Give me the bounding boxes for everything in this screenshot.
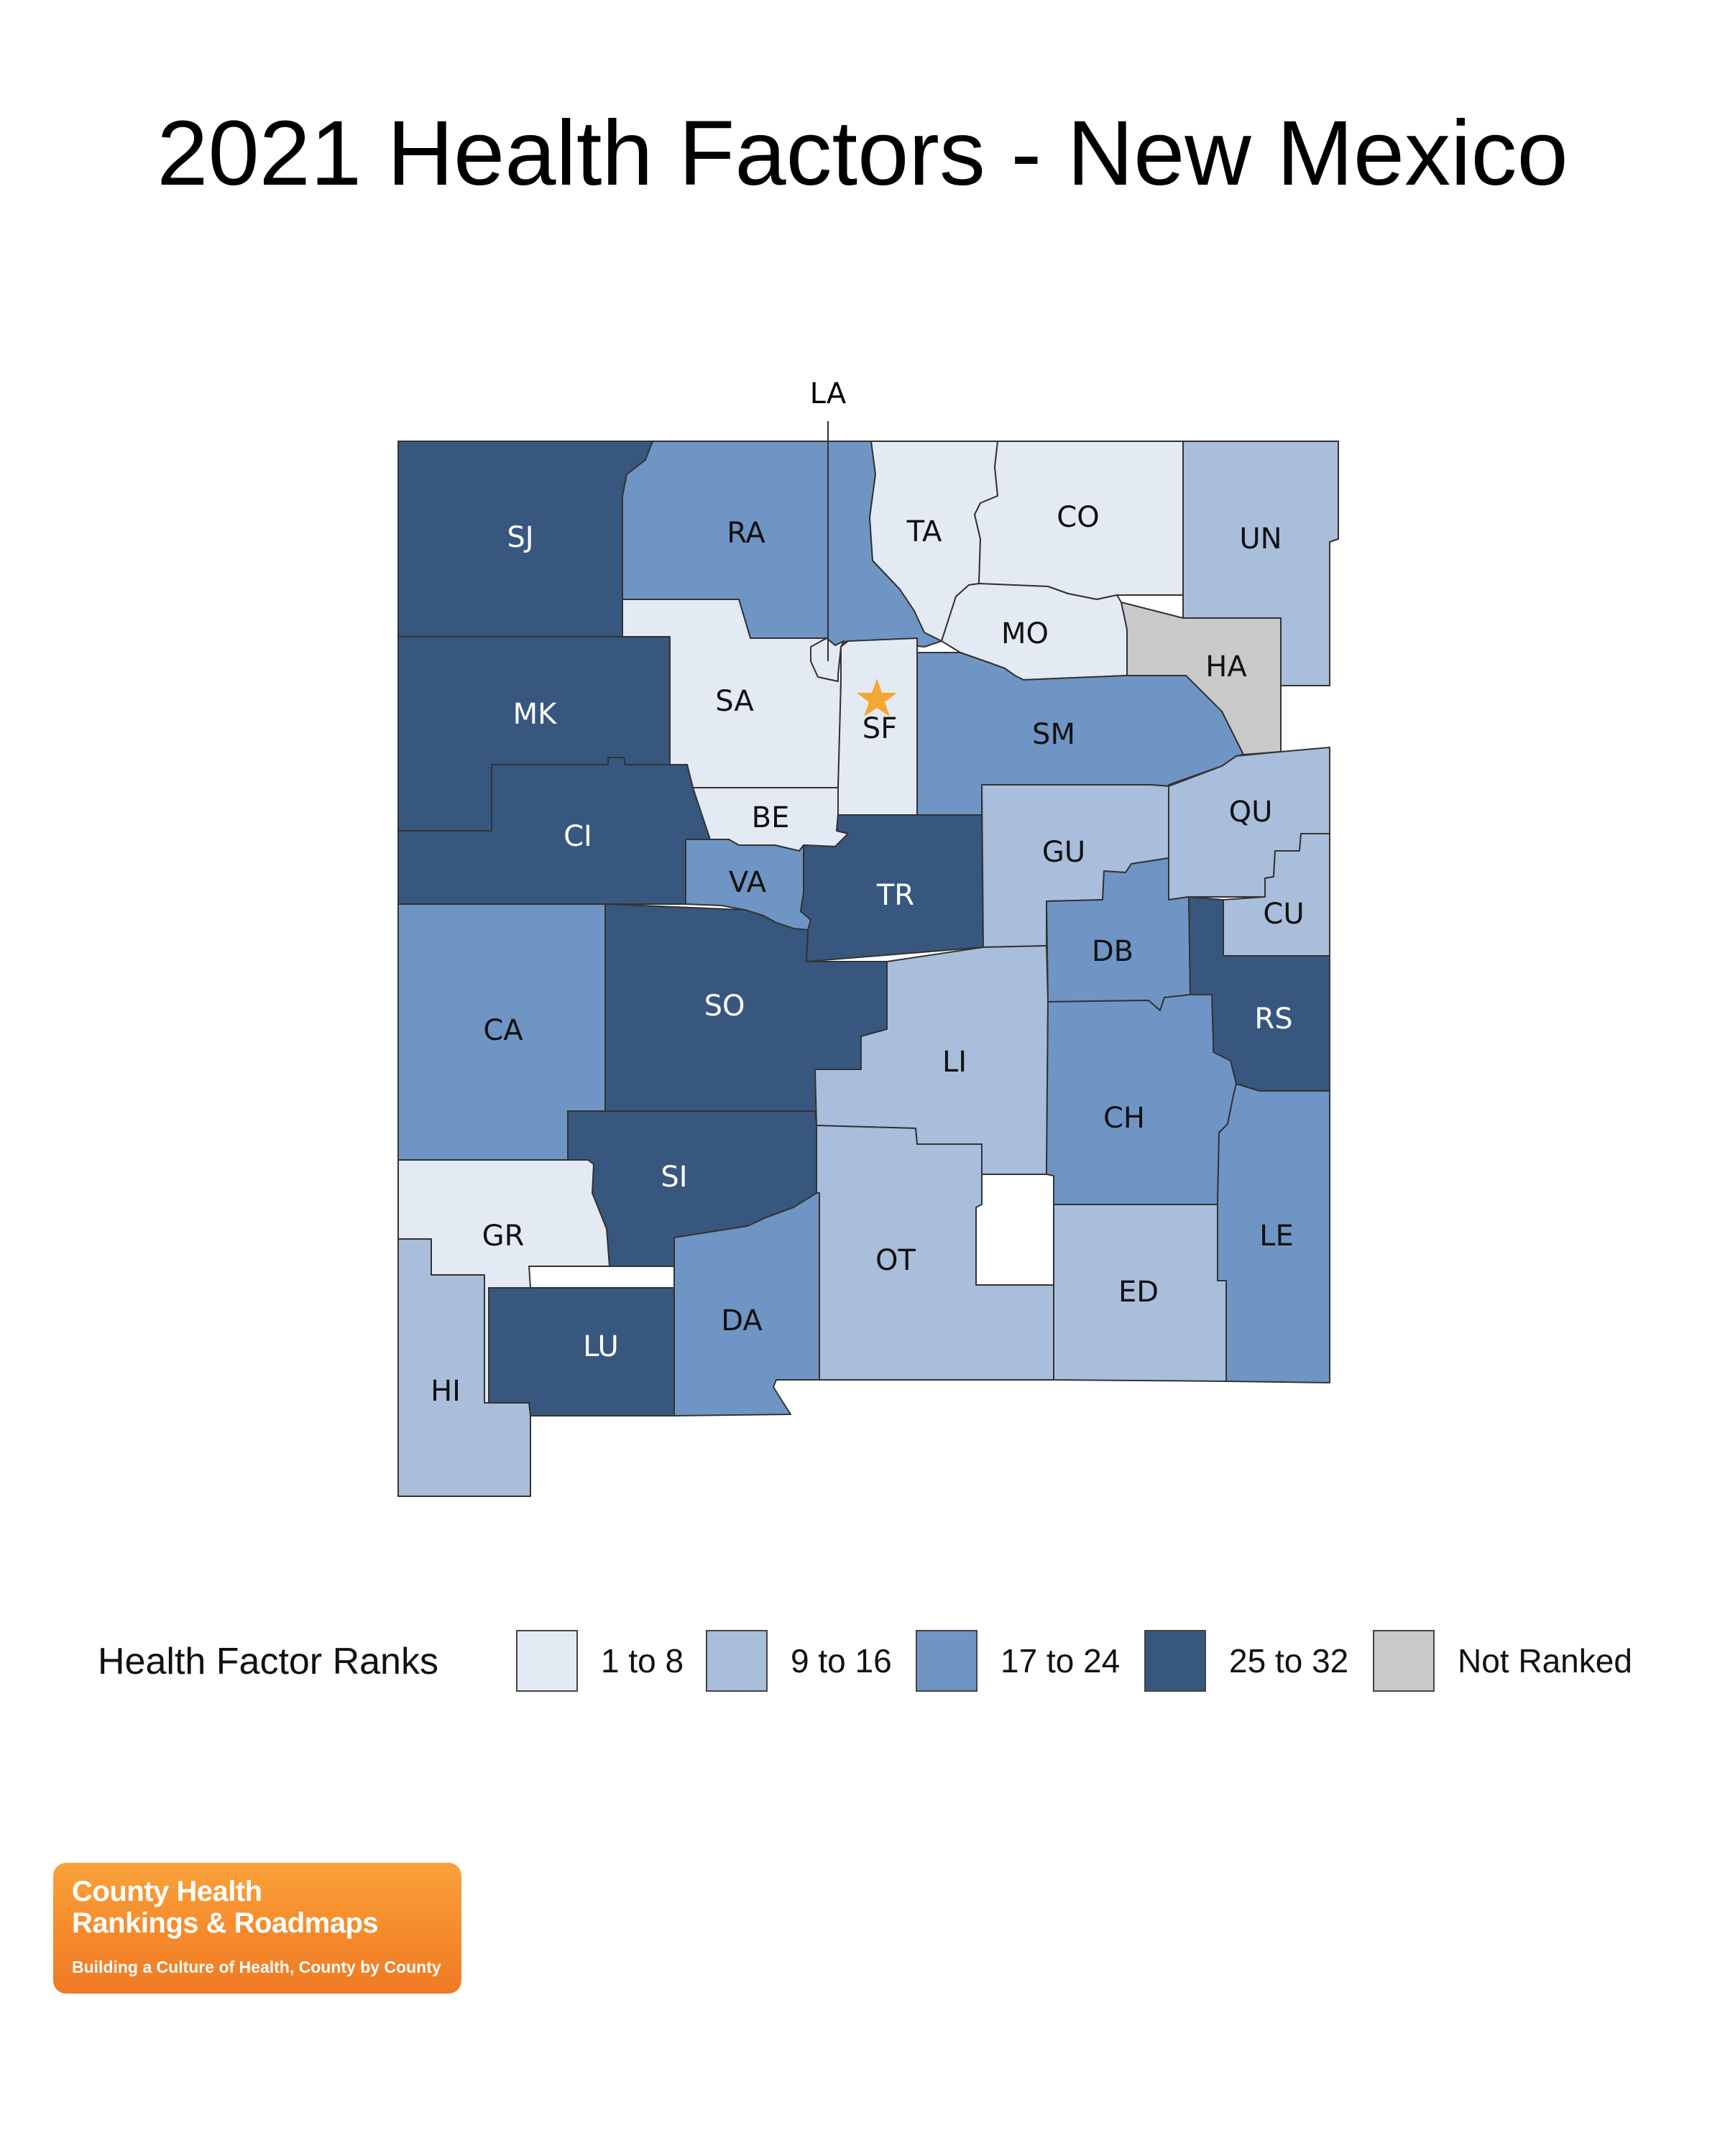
map-title: 2021 Health Factors - New Mexico xyxy=(157,102,1568,205)
legend-label-1-to-8: 1 to 8 xyxy=(601,1642,684,1680)
legend-swatch-17-to-24 xyxy=(916,1630,978,1692)
county-lu xyxy=(488,1266,675,1416)
legend-title: Health Factor Ranks xyxy=(98,1641,438,1682)
county-label-ra: RA xyxy=(727,517,765,550)
county-label-co: CO xyxy=(1057,501,1099,534)
county-label-sa: SA xyxy=(715,685,754,718)
county-ed xyxy=(1053,1204,1227,1382)
county-label-ci: CI xyxy=(564,820,592,853)
county-label-va: VA xyxy=(729,866,767,899)
county-label-le: LE xyxy=(1259,1220,1294,1253)
county-label-gu: GU xyxy=(1042,836,1085,869)
labels-layer: SJ RA TA CO UN MO HA MK SA SF LA SM CI BE VA TR GU QU CU DB… xyxy=(431,377,1305,1408)
county-label-sm: SM xyxy=(1032,718,1075,751)
county-label-db: DB xyxy=(1092,935,1133,968)
legend-label-9-to-16: 9 to 16 xyxy=(791,1642,892,1680)
county-label-ot: OT xyxy=(875,1244,916,1277)
county-label-ch: CH xyxy=(1103,1102,1145,1135)
county-hi xyxy=(397,1238,531,1497)
county-label-sj: SJ xyxy=(507,521,533,554)
county-label-mo: MO xyxy=(1001,617,1049,650)
county-label-gr: GR xyxy=(482,1220,525,1253)
logo-line-2: Rankings & Roadmaps xyxy=(72,1907,379,1939)
county-label-ed: ED xyxy=(1118,1276,1159,1309)
legend-swatch-25-to-32 xyxy=(1144,1630,1206,1692)
legend-label-17-to-24: 17 to 24 xyxy=(1000,1642,1121,1680)
legend-label-25-to-32: 25 to 32 xyxy=(1229,1642,1349,1680)
legend-swatch-9-to-16 xyxy=(706,1630,768,1692)
county-label-la: LA xyxy=(810,377,847,410)
county-label-cu: CU xyxy=(1263,898,1304,931)
county-label-sf: SF xyxy=(862,712,897,745)
county-label-ha: HA xyxy=(1205,650,1247,683)
county-label-lu: LU xyxy=(583,1330,619,1363)
county-label-be: BE xyxy=(752,801,790,834)
county-label-ca: CA xyxy=(483,1014,523,1047)
county-da xyxy=(673,1192,820,1416)
county-label-da: DA xyxy=(721,1304,763,1337)
county-label-mk: MK xyxy=(513,698,558,731)
county-label-tr: TR xyxy=(876,879,914,912)
county-label-li: LI xyxy=(942,1046,967,1079)
county-label-si: SI xyxy=(661,1161,687,1194)
county-label-qu: QU xyxy=(1229,796,1273,829)
legend-swatch-not-ranked xyxy=(1373,1630,1435,1692)
logo-line-1: County Health xyxy=(72,1876,262,1907)
county-label-rs: RS xyxy=(1254,1003,1292,1036)
county-health-rankings-logo: County Health Rankings & Roadmaps Buildi… xyxy=(53,1863,461,1994)
county-label-hi: HI xyxy=(431,1375,461,1408)
county-label-un: UN xyxy=(1239,522,1282,556)
counties-layer xyxy=(397,441,1339,1497)
county-label-so: SO xyxy=(704,990,745,1023)
capital-star-icon xyxy=(857,678,897,717)
legend-label-not-ranked: Not Ranked xyxy=(1458,1642,1632,1680)
county-label-ta: TA xyxy=(906,515,942,548)
legend-swatch-1-to-8 xyxy=(516,1630,578,1692)
logo-tagline: Building a Culture of Health, County by … xyxy=(72,1958,441,1976)
county-ch xyxy=(1046,994,1237,1205)
